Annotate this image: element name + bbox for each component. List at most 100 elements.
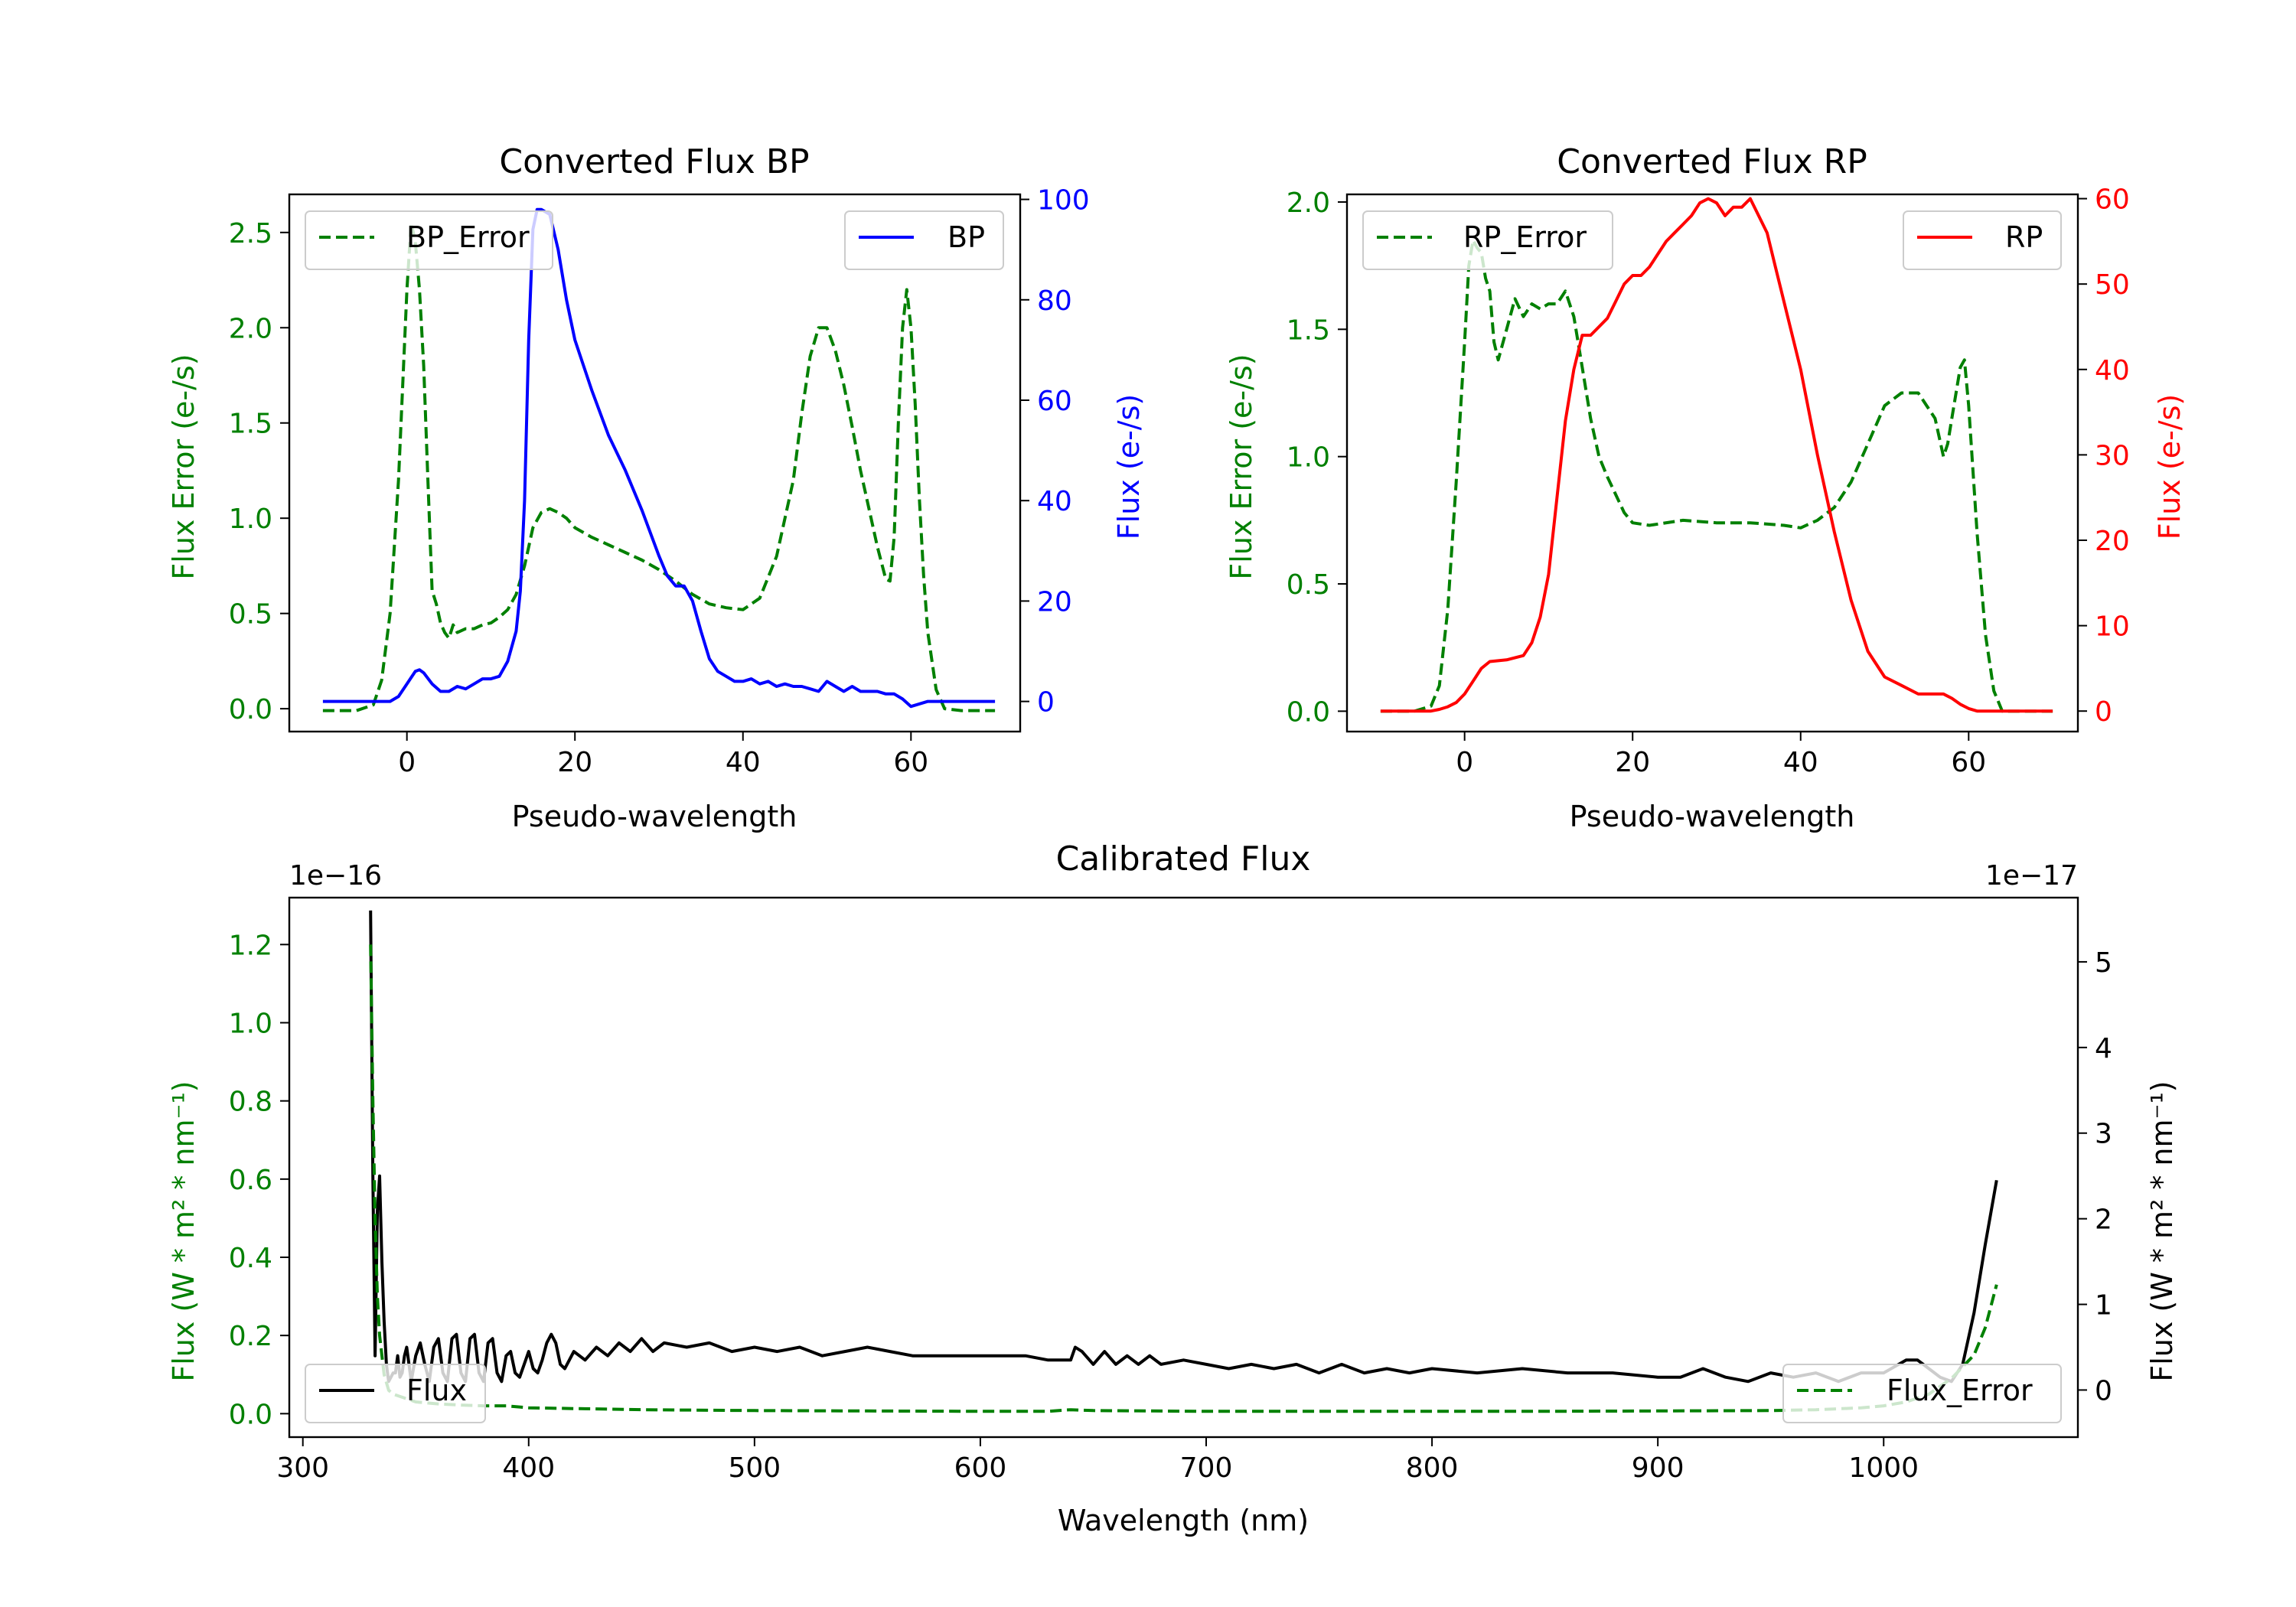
panel-rp-frame [1345, 193, 2079, 733]
y-right-tick-label: 5 [2095, 947, 2112, 979]
y-left-tick-label: 0.0 [229, 694, 272, 725]
panel-rp: Converted Flux RP Pseudo-wavelength Flux… [1225, 142, 2187, 833]
x-tick-label: 0 [1456, 747, 1473, 778]
y-left-tick-label: 2.5 [229, 218, 272, 249]
x-tick-label: 400 [502, 1452, 555, 1484]
y-right-tick-label: 100 [1037, 185, 1090, 217]
panel-calibrated-right-offset: 1e−17 [1985, 860, 2078, 892]
panel-calibrated-x-ticks: 300 400 500 600 700 800 900 1000 [276, 1437, 1919, 1484]
panel-bp-xlabel: Pseudo-wavelength [512, 800, 797, 833]
y-right-tick-label: 20 [2095, 526, 2130, 557]
x-tick-label: 20 [557, 747, 592, 778]
y-right-tick-label: 30 [2095, 440, 2130, 471]
legend-label-flux: Flux [406, 1374, 467, 1407]
panel-calibrated-title: Calibrated Flux [1056, 839, 1311, 878]
x-tick-label: 700 [1180, 1452, 1233, 1484]
y-left-tick-label: 2.0 [1287, 187, 1330, 219]
legend-label-rp-error: RP_Error [1463, 220, 1587, 254]
panel-rp-right-ticks: 0 10 20 30 40 50 60 [2078, 184, 2130, 728]
y-right-tick-label: 80 [1037, 285, 1072, 317]
legend-label-bp: BP [947, 220, 985, 254]
panel-calibrated-left-offset: 1e−16 [289, 860, 382, 892]
panel-calibrated: Calibrated Flux 1e−16 1e−17 Wavelength (… [167, 839, 2179, 1537]
x-tick-label: 0 [398, 747, 416, 778]
series-line-bp-error [322, 221, 996, 712]
y-left-tick-label: 1.2 [229, 930, 272, 961]
y-right-tick-label: 50 [2095, 269, 2130, 301]
panel-calibrated-frame [288, 896, 2079, 1439]
y-right-tick-label: 10 [2095, 611, 2130, 643]
y-left-tick-label: 0.2 [229, 1321, 272, 1352]
y-left-tick-label: 0.6 [229, 1165, 272, 1196]
y-left-tick-label: 1.5 [1287, 315, 1330, 346]
legend-box [305, 210, 553, 270]
series-line-flux [369, 910, 1998, 1384]
panel-bp: Converted Flux BP Pseudo-wavelength Flux… [167, 142, 1146, 833]
panel-bp-ylabel-left: Flux Error (e-/s) [167, 354, 201, 579]
panel-calibrated-ylabel-right: Flux (W * m² * nm⁻¹) [2145, 1081, 2179, 1381]
series-line-bp [322, 207, 996, 709]
y-right-tick-label: 1 [2095, 1290, 2112, 1322]
legend-box [1903, 210, 2062, 270]
legend-box [1362, 210, 1613, 270]
y-right-tick-label: 40 [2095, 355, 2130, 386]
panel-rp-x-ticks: 0 20 40 60 [1456, 732, 1986, 778]
x-tick-label: 60 [893, 747, 928, 778]
x-tick-label: 500 [728, 1452, 781, 1484]
y-right-tick-label: 60 [1037, 386, 1072, 417]
panel-bp-legend-left: BP_Error [305, 210, 553, 270]
panel-rp-legend-right: RP [1903, 210, 2062, 270]
x-tick-label: 300 [276, 1452, 329, 1484]
y-right-tick-label: 60 [2095, 184, 2130, 216]
legend-label-rp: RP [2005, 220, 2043, 254]
panel-calibrated-ylabel-left: Flux (W * m² * nm⁻¹) [167, 1081, 201, 1381]
x-tick-label: 20 [1615, 747, 1650, 778]
y-left-tick-label: 0.5 [229, 599, 272, 631]
panel-bp-lines [322, 207, 996, 712]
panel-calibrated-legend-right: Flux_Error [1782, 1364, 2062, 1423]
y-left-tick-label: 1.0 [1287, 442, 1330, 474]
y-right-tick-label: 40 [1037, 486, 1072, 517]
panel-bp-left-ticks: 0.0 0.5 1.0 1.5 2.0 2.5 [229, 218, 289, 725]
panel-calibrated-legend-left: Flux [305, 1364, 486, 1423]
panel-bp-right-ticks: 0 20 40 60 80 100 [1020, 185, 1090, 719]
panel-bp-x-ticks: 0 20 40 60 [398, 732, 928, 778]
y-left-tick-label: 1.0 [229, 1008, 272, 1039]
y-left-tick-label: 1.0 [229, 504, 272, 535]
panel-bp-title: Converted Flux BP [499, 142, 809, 181]
panel-rp-legend-left: RP_Error [1362, 210, 1613, 270]
y-left-tick-label: 0.4 [229, 1243, 272, 1274]
x-tick-label: 900 [1632, 1452, 1684, 1484]
panel-rp-ylabel-right: Flux (e-/s) [2153, 394, 2187, 539]
legend-label-bp-error: BP_Error [406, 220, 530, 254]
y-left-tick-label: 1.5 [229, 409, 272, 440]
y-right-tick-label: 4 [2095, 1033, 2112, 1064]
y-left-tick-label: 0.0 [1287, 696, 1330, 728]
panel-rp-left-ticks: 0.0 0.5 1.0 1.5 2.0 [1287, 187, 1347, 728]
legend-box [1782, 1364, 2062, 1423]
x-tick-label: 600 [954, 1452, 1007, 1484]
panel-rp-ylabel-left: Flux Error (e-/s) [1225, 354, 1258, 579]
x-tick-label: 800 [1406, 1452, 1459, 1484]
legend-label-flux-error: Flux_Error [1887, 1374, 2033, 1407]
x-tick-label: 40 [1783, 747, 1818, 778]
y-left-tick-label: 0.0 [229, 1399, 272, 1430]
panel-rp-title: Converted Flux RP [1557, 142, 1867, 181]
panel-calibrated-right-ticks: 0 1 2 3 4 5 [2078, 947, 2112, 1407]
y-left-tick-label: 2.0 [229, 313, 272, 344]
y-right-tick-label: 3 [2095, 1119, 2112, 1150]
panel-bp-ylabel-right: Flux (e-/s) [1112, 394, 1146, 539]
y-right-tick-label: 20 [1037, 586, 1072, 618]
series-line-rp [1380, 197, 2053, 713]
y-right-tick-label: 0 [1037, 687, 1055, 719]
x-tick-label: 60 [1951, 747, 1986, 778]
y-right-tick-label: 0 [2095, 696, 2112, 728]
panel-calibrated-left-ticks: 0.0 0.2 0.4 0.6 0.8 1.0 1.2 [229, 930, 289, 1430]
x-tick-label: 1000 [1848, 1452, 1919, 1484]
y-right-tick-label: 2 [2095, 1204, 2112, 1236]
y-right-tick-label: 0 [2095, 1375, 2112, 1407]
x-tick-label: 40 [726, 747, 761, 778]
panel-calibrated-xlabel: Wavelength (nm) [1058, 1504, 1309, 1537]
y-left-tick-label: 0.8 [229, 1087, 272, 1118]
